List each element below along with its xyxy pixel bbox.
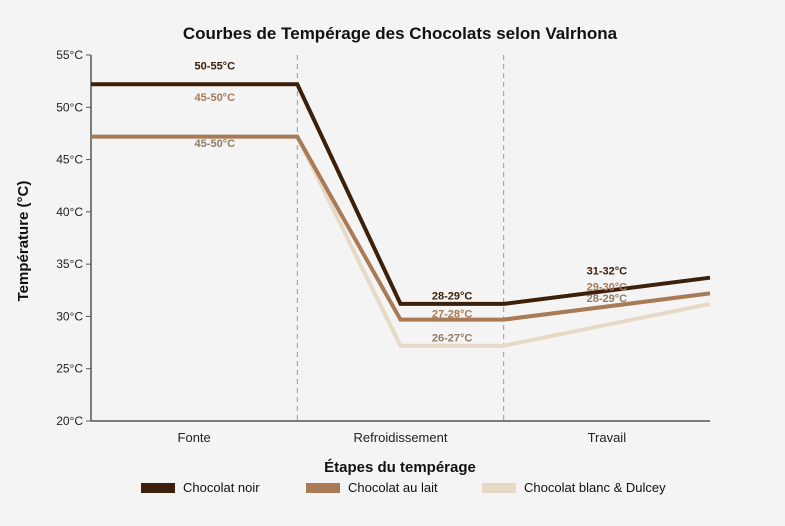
legend-label: Chocolat blanc & Dulcey: [524, 480, 666, 495]
y-tick-label: 50°C: [56, 100, 83, 114]
plot-area: 20°C 25°C 30°C 35°C 40°C 45°C 50°C 55°C Fonte Ref…: [56, 48, 711, 445]
y-tick-label: 25°C: [56, 362, 83, 376]
series-line: [91, 134, 711, 348]
chart-title: Courbes de Tempérage des Chocolats selon…: [183, 24, 618, 43]
y-tick-label: 45°C: [56, 153, 83, 167]
y-tick-label: 35°C: [56, 257, 83, 271]
y-tick-label: 20°C: [56, 414, 83, 428]
legend-label: Chocolat au lait: [348, 480, 438, 495]
legend: Chocolat noir Chocolat au lait Chocolat bl…: [141, 480, 666, 495]
y-tick-label: 30°C: [56, 309, 83, 323]
data-label: 26-27°C: [432, 333, 473, 345]
y-tick-label: 40°C: [56, 205, 83, 219]
legend-swatch: [141, 483, 175, 493]
legend-swatch: [306, 483, 340, 493]
x-category-label: Refroidissement: [354, 430, 448, 445]
x-category-label: Fonte: [178, 430, 211, 445]
data-label: 27-28°C: [432, 308, 473, 320]
y-axis-title: Température (°C): [15, 181, 32, 302]
data-label: 45-50°C: [195, 92, 236, 104]
y-tick-label: 55°C: [56, 48, 83, 62]
legend-label: Chocolat noir: [183, 480, 260, 495]
x-axis-title: Étapes du tempérage: [324, 459, 476, 476]
data-label: 31-32°C: [587, 266, 628, 278]
data-label: 28-29°C: [587, 293, 628, 305]
series-line: [91, 82, 711, 306]
series-line: [91, 134, 711, 322]
data-label: 45-50°C: [195, 138, 236, 150]
data-label: 50-55°C: [195, 61, 236, 73]
legend-swatch: [482, 483, 516, 493]
data-label: 28-29°C: [432, 291, 473, 303]
x-category-label: Travail: [588, 430, 627, 445]
data-label: 29-30°C: [587, 281, 628, 293]
